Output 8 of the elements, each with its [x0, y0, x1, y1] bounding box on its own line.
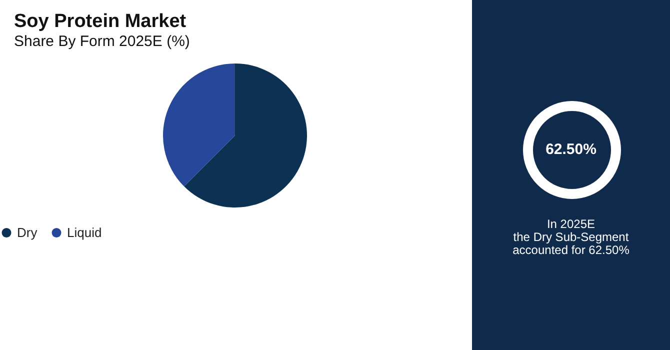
legend-label: Liquid [67, 224, 102, 240]
text: In 2025E the Dry Sub-Segment accounted for 62.50% [512, 217, 630, 257]
chart-subtitle: Share By Form 2025E (%) [14, 33, 190, 50]
text: 62.50% [544, 141, 598, 158]
legend-label: Dry [17, 224, 38, 240]
pie-slice [163, 64, 235, 186]
chart-title: Soy Protein Market [14, 11, 187, 32]
pie-slice [184, 64, 307, 208]
